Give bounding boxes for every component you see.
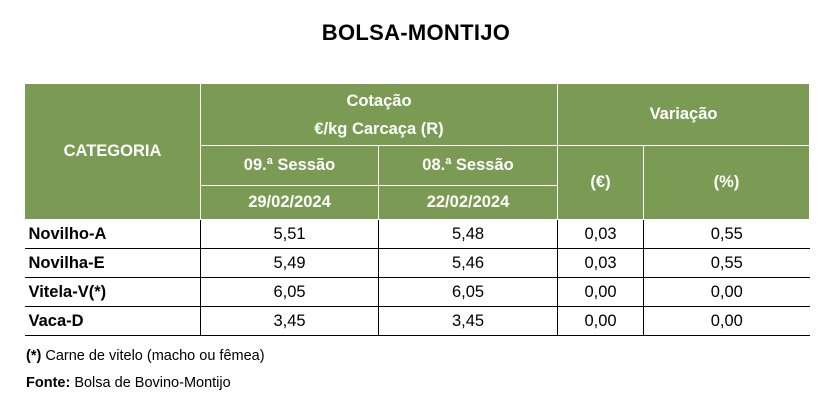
footnote-text: Carne de vitelo (macho ou fêmea) <box>41 348 265 364</box>
table-row: Novilha-E 5,49 5,46 0,03 0,55 <box>24 248 810 278</box>
quote-header-line2: €/kg Carcaça (R) <box>314 119 444 138</box>
row-variation-euro: 0,00 <box>557 306 644 336</box>
row-variation-percent: 0,55 <box>643 219 810 249</box>
quotes-table: CATEGORIA Cotação €/kg Carcaça (R) Varia… <box>24 83 811 336</box>
row-current-price: 5,49 <box>200 248 379 278</box>
page-title: BOLSA-MONTIJO <box>321 20 511 45</box>
table-row: Novilho-A 5,51 5,48 0,03 0,55 <box>24 219 810 249</box>
row-category: Novilho-A <box>24 219 201 249</box>
row-previous-price: 5,46 <box>378 248 558 278</box>
row-category: Vitela-V(*) <box>24 277 201 307</box>
row-variation-euro: 0,03 <box>557 219 644 249</box>
category-header: CATEGORIA <box>24 83 201 220</box>
row-category: Novilha-E <box>24 248 201 278</box>
row-category: Vaca-D <box>24 306 201 336</box>
variation-percent-header: (%) <box>642 145 811 220</box>
date-current-header: 29/02/2024 <box>200 185 379 220</box>
source-label: Fonte: <box>26 375 71 391</box>
row-variation-euro: 0,00 <box>557 277 644 307</box>
table-row: Vaca-D 3,45 3,45 0,00 0,00 <box>24 306 810 336</box>
row-previous-price: 6,05 <box>378 277 558 307</box>
session-previous-header: 08.ª Sessão <box>378 145 558 186</box>
session-current-header: 09.ª Sessão <box>200 145 379 186</box>
variation-euro-header: (€) <box>557 145 644 220</box>
variation-header: Variação <box>556 83 811 146</box>
quote-header: Cotação €/kg Carcaça (R) <box>200 83 558 146</box>
row-current-price: 5,51 <box>200 219 379 249</box>
row-current-price: 6,05 <box>200 277 379 307</box>
row-variation-percent: 0,00 <box>643 306 810 336</box>
row-previous-price: 5,48 <box>378 219 558 249</box>
footnote-marker: (*) <box>26 348 42 364</box>
source-note: Fonte: Bolsa de Bovino-Montijo <box>26 375 231 391</box>
row-variation-percent: 0,55 <box>643 248 810 278</box>
quote-header-line1: Cotação <box>346 91 412 110</box>
source-text: Bolsa de Bovino-Montijo <box>70 375 231 391</box>
row-variation-percent: 0,00 <box>643 277 810 307</box>
row-previous-price: 3,45 <box>378 306 558 336</box>
footnote: (*) Carne de vitelo (macho ou fêmea) <box>26 348 265 364</box>
row-current-price: 3,45 <box>200 306 379 336</box>
row-variation-euro: 0,03 <box>557 248 644 278</box>
date-previous-header: 22/02/2024 <box>378 185 558 220</box>
table-row: Vitela-V(*) 6,05 6,05 0,00 0,00 <box>24 277 810 307</box>
